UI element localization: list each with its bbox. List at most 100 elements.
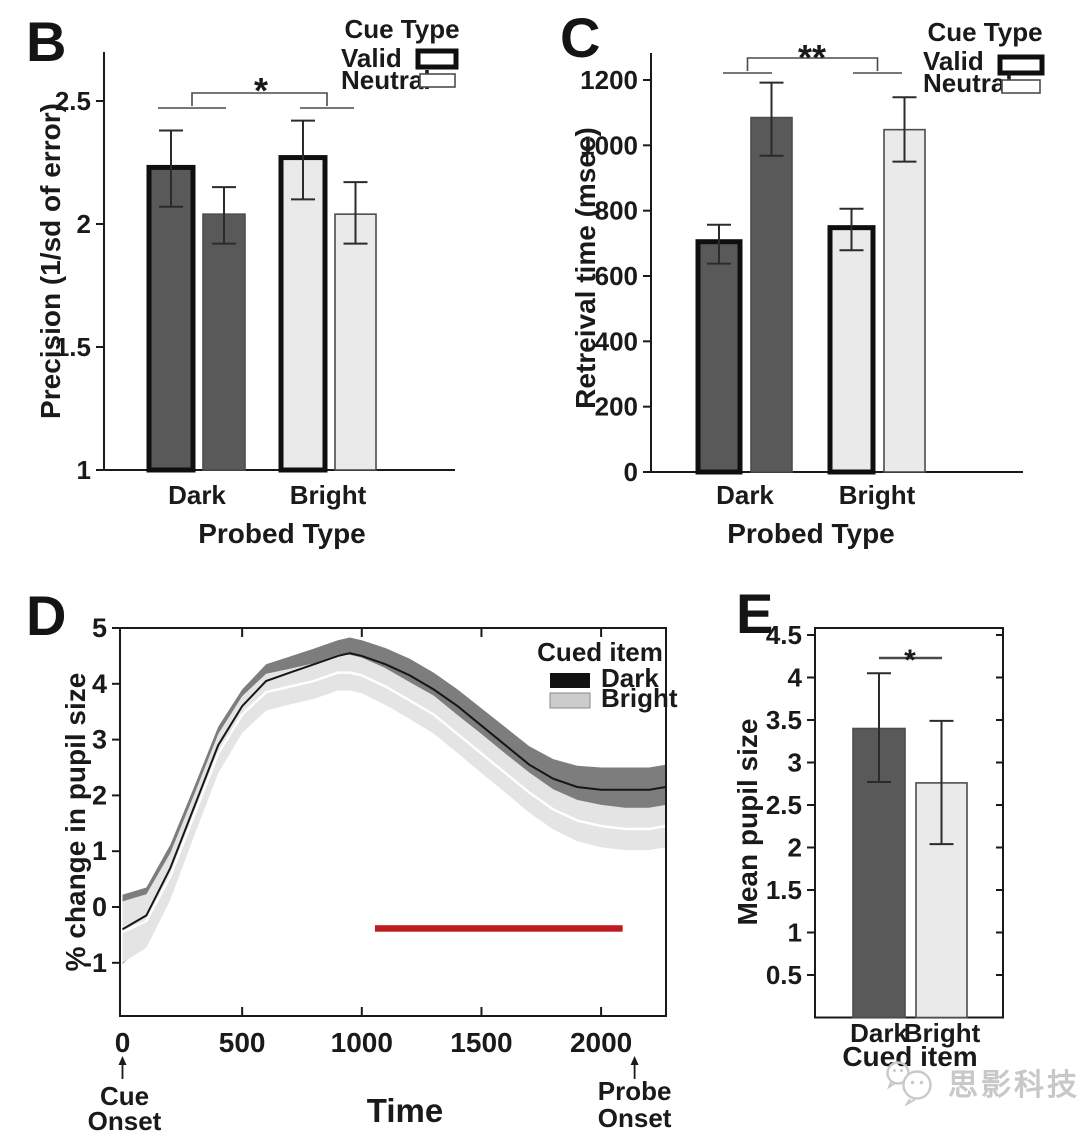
- x-axis-title: Time: [367, 1092, 443, 1129]
- panel-label-C: C: [560, 6, 601, 69]
- significance-red-bar: [374, 925, 623, 932]
- panel-label-D: D: [26, 584, 67, 647]
- y-tick-label: 1: [92, 836, 107, 866]
- bar-bright-valid: [278, 155, 328, 473]
- y-tick-label: 3: [92, 725, 107, 755]
- y-tick-label: 1: [77, 455, 91, 485]
- y-tick-label: 2: [92, 780, 107, 810]
- error-bar: [159, 129, 183, 208]
- x-axis-title: Probed Type: [198, 518, 366, 549]
- x-tick-label: 1500: [450, 1027, 512, 1058]
- probe-onset-label: Onset: [598, 1103, 672, 1131]
- legend-title: Cue Type: [344, 14, 459, 44]
- panel-label-E: E: [736, 582, 774, 645]
- watermark: 思影科技: [884, 1058, 1080, 1106]
- bars: [852, 672, 968, 1019]
- legend-label: Bright: [601, 683, 678, 713]
- wechat-logo-icon: [886, 1061, 932, 1106]
- y-tick-label: 0.5: [766, 960, 802, 990]
- axes: 0.5 1 1.5 2 2.5 3 3.5 4 4.5: [766, 620, 1004, 1019]
- y-axis-title: Precision (1/sd of error): [35, 103, 66, 419]
- legend-swatch-valid: [415, 48, 459, 70]
- error-bar: [759, 81, 784, 157]
- y-tick-label: 1200: [580, 65, 638, 95]
- dark-mean-line: [121, 652, 666, 931]
- x-tick-label: 2000: [570, 1027, 632, 1058]
- trace-area: [121, 637, 666, 964]
- x-tick-label: 0: [115, 1027, 131, 1058]
- y-tick-label: 3: [788, 748, 802, 778]
- watermark-text: 思影科技: [948, 1069, 1080, 1102]
- y-tick-label: 1: [788, 918, 802, 948]
- significance-line: *: [879, 644, 942, 677]
- bars: [695, 81, 926, 475]
- panel-label-B: B: [26, 10, 67, 73]
- bracket-path: [191, 92, 328, 106]
- y-tick-label: 3.5: [766, 705, 802, 735]
- bar-bright-neutral: [883, 128, 926, 473]
- category-label: Bright: [290, 480, 367, 510]
- x-axis-title: Cued item: [842, 1041, 977, 1072]
- significance-stars: *: [904, 644, 916, 677]
- probe-onset-arrowhead: [630, 1056, 639, 1065]
- panel-D-pupil-trace-chart: -1 0 1 2 3 4 5 0 500 1000 1500 2000 Time % change in …: [60, 613, 678, 1131]
- y-tick-label: 2.5: [55, 86, 91, 116]
- plot-box: [814, 627, 1004, 1019]
- bar-dark-neutral: [750, 116, 793, 473]
- error-bar: [212, 186, 236, 245]
- plot-box: [119, 627, 667, 1017]
- y-tick-label: 2: [77, 209, 91, 239]
- legend-title: Cued item: [537, 637, 663, 667]
- x-tick-label: 1000: [331, 1027, 393, 1058]
- y-tick-label: 800: [595, 196, 638, 226]
- y-tick-label: 600: [595, 261, 638, 291]
- error-bar: [707, 223, 731, 265]
- error-bar: [892, 96, 917, 163]
- y-tick-label: 2: [788, 833, 802, 863]
- y-axis-title: % change in pupil size: [60, 673, 91, 972]
- significance-bracket: **: [723, 37, 902, 78]
- x-axis-title: Probed Type: [727, 518, 895, 549]
- legend-label: Valid: [341, 43, 402, 73]
- bar-dark-valid: [146, 164, 196, 473]
- y-tick-label: 0: [92, 892, 107, 922]
- y-tick-label: 0: [624, 457, 638, 487]
- y-tick-label: 5: [92, 613, 107, 643]
- legend-swatch-valid: [997, 54, 1045, 76]
- legend-swatch-dark: [550, 673, 590, 688]
- significance-stars: **: [798, 37, 826, 78]
- error-bar: [929, 719, 954, 846]
- significance-stars: *: [254, 70, 268, 111]
- y-tick-label: 1.5: [55, 332, 91, 362]
- legend-label: Valid: [923, 46, 984, 76]
- legend-swatch-neutral: [1001, 79, 1041, 94]
- category-label: Bright: [839, 480, 916, 510]
- cue-onset-label: Onset: [88, 1106, 162, 1131]
- legend-title: Cue Type: [927, 17, 1042, 47]
- cue-onset-label: Cue: [100, 1081, 149, 1111]
- y-tick-label: 1.5: [766, 875, 802, 905]
- legend-swatch-bright: [549, 692, 591, 709]
- y-tick-label: 4: [788, 663, 803, 693]
- y-axis-title: Retreival time (msec): [570, 127, 601, 409]
- category-label: Dark: [168, 480, 226, 510]
- bright-band: [122, 654, 666, 963]
- category-label: Bright: [904, 1018, 981, 1048]
- cue-onset-arrowhead: [118, 1056, 127, 1065]
- error-bar: [867, 672, 891, 784]
- y-tick-label: 1000: [580, 130, 638, 160]
- legend-swatch-neutral: [419, 73, 456, 88]
- y-tick-label: -1: [83, 948, 107, 978]
- bar-bright-neutral: [334, 213, 377, 471]
- bar-dark-neutral: [202, 213, 246, 471]
- category-label: Dark: [850, 1018, 908, 1048]
- x-tick-label: 500: [219, 1027, 266, 1058]
- y-tick-label: 4: [92, 669, 107, 699]
- bar-bright-valid: [827, 225, 876, 475]
- legend-label: Neutral: [923, 68, 1013, 98]
